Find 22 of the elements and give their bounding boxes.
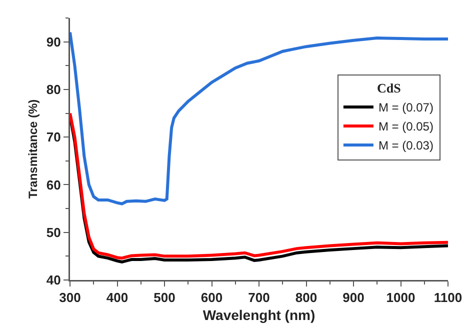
x-tick-label: 800 [295, 290, 318, 306]
x-tick-label: 500 [154, 290, 176, 306]
legend-title: CdS [377, 80, 401, 96]
x-tick-label: 300 [59, 290, 81, 306]
y-tick-label: 40 [46, 272, 61, 288]
y-tick-label: 50 [46, 224, 61, 240]
legend-label: M = (0.05) [378, 120, 434, 134]
line-series [70, 30, 448, 206]
legend-label: M = (0.07) [378, 100, 434, 115]
x-tick-label: 700 [248, 290, 270, 306]
y-tick-label: 60 [46, 177, 61, 192]
x-tick-label: 900 [342, 290, 364, 306]
x-tick-label: 1000 [386, 290, 416, 306]
y-tick-label: 70 [46, 130, 61, 145]
y-tick-label: 80 [46, 82, 61, 97]
legend-label: M = (0.03) [378, 138, 434, 153]
y-axis-title: Transmitance (%) [26, 99, 40, 199]
y-tick-label: 90 [46, 34, 61, 50]
x-axis-title: Wavelenght (nm) [202, 307, 316, 324]
x-tick-label: 400 [106, 290, 128, 306]
x-tick-label: 600 [200, 290, 223, 306]
x-tick-label: 1100 [434, 290, 462, 306]
